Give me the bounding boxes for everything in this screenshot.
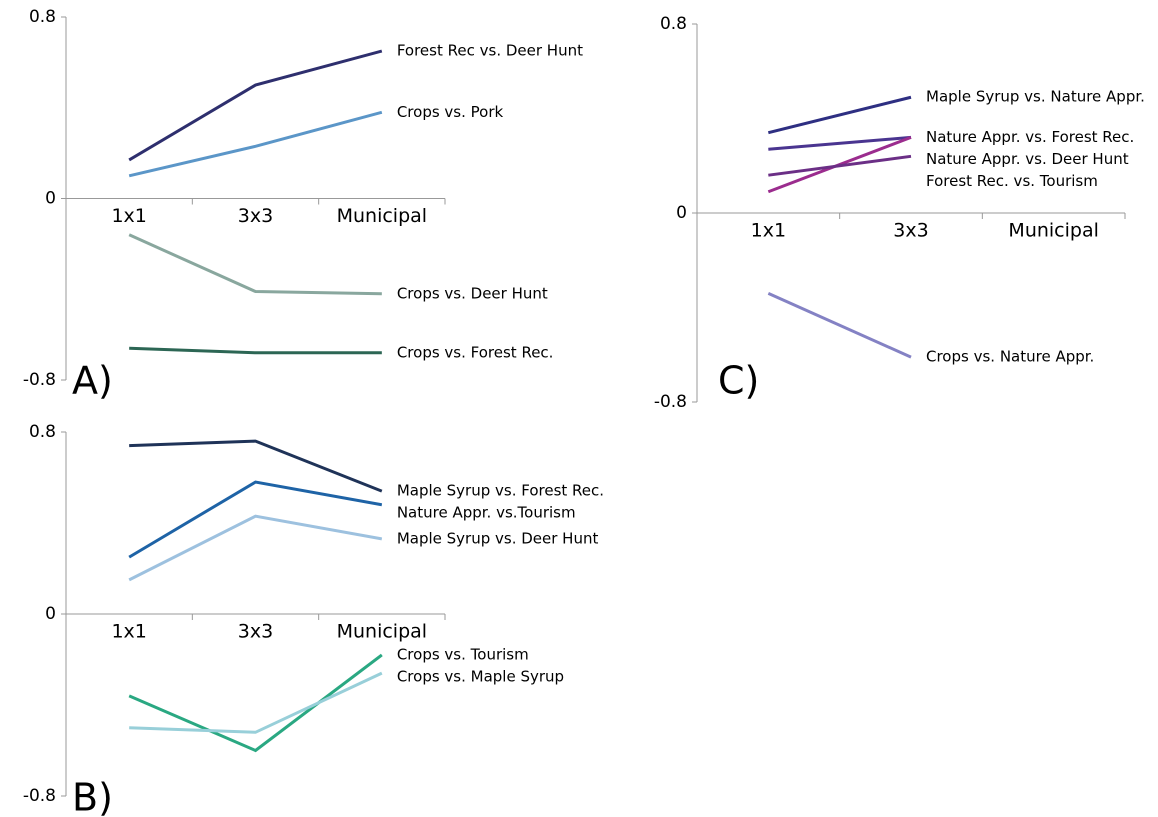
y-tick-label: 0	[45, 604, 56, 624]
y-tick-label: 0.8	[660, 14, 687, 34]
y-tick-label: -0.8	[654, 392, 687, 412]
series-label: Crops vs. Deer Hunt	[397, 284, 548, 302]
y-tick-label: 0.8	[29, 7, 56, 27]
x-tick-label: 1x1	[751, 220, 786, 242]
series-line	[768, 135, 912, 151]
x-tick-label: Municipal	[337, 621, 427, 643]
x-tick-label: 1x1	[111, 205, 146, 227]
series-line	[129, 346, 382, 355]
panel-label: A)	[72, 359, 113, 403]
y-tick-label: -0.8	[23, 786, 56, 806]
y-tick-label: 0	[45, 189, 56, 209]
series-label: Crops vs. Nature Appr.	[926, 348, 1094, 366]
series-line	[768, 154, 912, 177]
series-label: Crops vs. Pork	[397, 103, 504, 121]
series-label: Crops vs. Tourism	[397, 645, 529, 663]
series-label: Maple Syrup vs. Deer Hunt	[397, 529, 599, 547]
x-tick-label: 3x3	[238, 621, 273, 643]
x-tick-label: Municipal	[1008, 220, 1098, 242]
x-tick-label: 3x3	[893, 220, 928, 242]
series-line	[128, 480, 383, 559]
x-tick-label: 1x1	[111, 621, 146, 643]
y-tick-label: 0	[676, 203, 687, 223]
series-label: Forest Rec vs. Deer Hunt	[397, 42, 583, 60]
series-line	[128, 233, 382, 296]
panel-label: B)	[72, 776, 113, 817]
series-label: Nature Appr. vs.Tourism	[397, 504, 576, 522]
series-label: Forest Rec. vs. Tourism	[926, 172, 1098, 190]
x-tick-label: Municipal	[337, 205, 427, 227]
y-tick-label: -0.8	[23, 370, 56, 390]
series-line	[128, 49, 383, 162]
series-line	[128, 110, 383, 178]
series-label: Maple Syrup vs. Nature Appr.	[926, 88, 1145, 106]
series-line	[767, 95, 912, 135]
series-label: Maple Syrup vs. Forest Rec.	[397, 482, 604, 500]
series-line	[767, 291, 912, 359]
series-label: Crops vs. Maple Syrup	[397, 667, 564, 685]
series-line	[129, 439, 383, 493]
series-label: Crops vs. Forest Rec.	[397, 343, 554, 361]
series-line	[128, 514, 383, 582]
y-tick-label: 0.8	[29, 422, 56, 442]
x-tick-label: 3x3	[238, 205, 273, 227]
panel-label: C)	[718, 359, 759, 403]
series-label: Nature Appr. vs. Forest Rec.	[926, 128, 1134, 146]
series-line	[129, 671, 383, 734]
series-label: Nature Appr. vs. Deer Hunt	[926, 150, 1129, 168]
series-line	[128, 653, 383, 753]
